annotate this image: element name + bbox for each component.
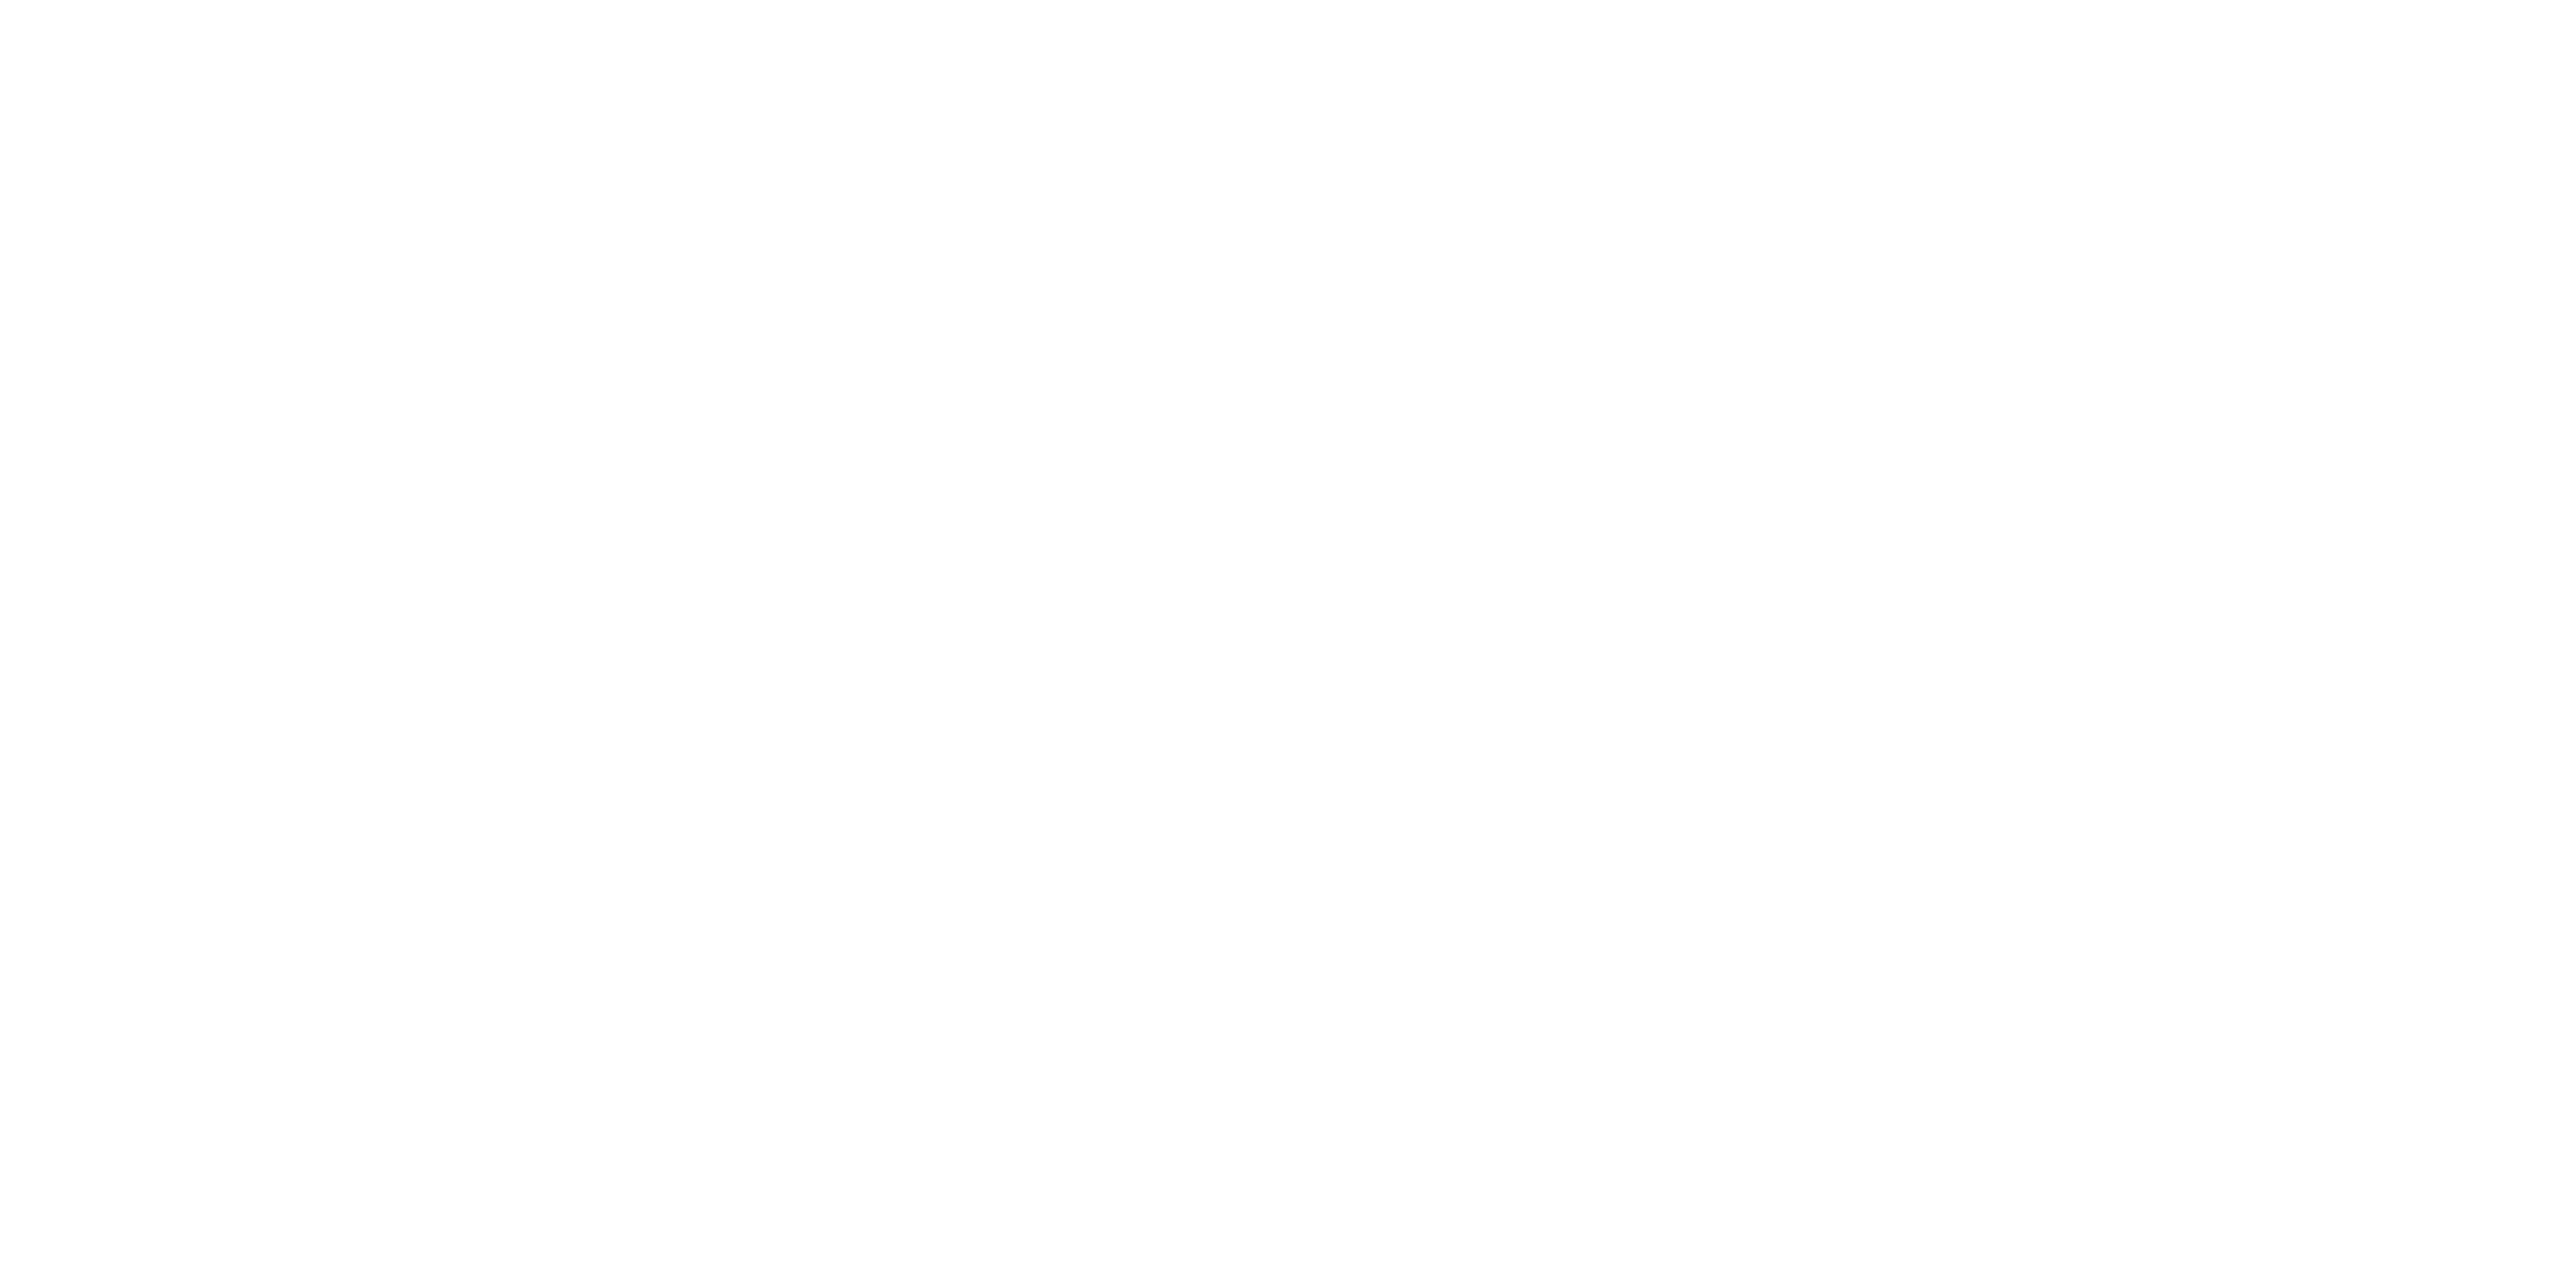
Text: $28,988: $28,988: [958, 1124, 1036, 1140]
Text: $62,436: $62,436: [1450, 1103, 1528, 1118]
Text: $58,144: $58,144: [1695, 1105, 1772, 1122]
Text: 80% NYC AMI
(family of 4): 80% NYC AMI (family of 4): [1309, 260, 1422, 299]
Title: Affordable to Whom?: Affordable to Whom?: [1193, 80, 1538, 108]
Bar: [1672, 528, 1795, 1159]
Bar: [1427, 482, 1548, 1159]
Bar: [935, 845, 1059, 1159]
Y-axis label: Median Household Income: Median Household Income: [765, 524, 781, 764]
Bar: [1182, 582, 1303, 1159]
Text: $53,236: $53,236: [1203, 1108, 1280, 1124]
Text: $85,360: $85,360: [1321, 194, 1409, 211]
